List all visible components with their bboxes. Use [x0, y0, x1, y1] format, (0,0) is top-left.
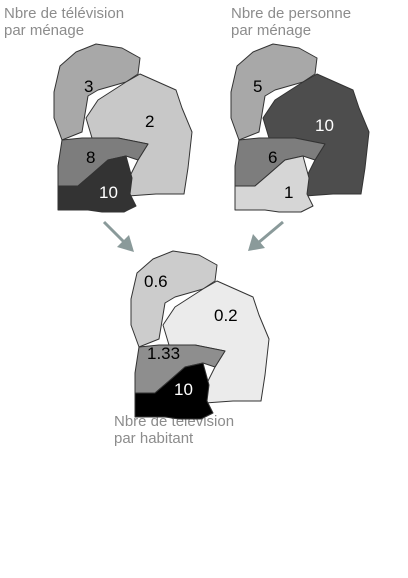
map1: 3 2 8 10 — [53, 43, 193, 213]
map3-value-b: 0.2 — [214, 306, 238, 325]
map2-value-a: 5 — [253, 77, 262, 96]
map3-region-b — [162, 280, 270, 404]
map1-caption: Nbre de télévision par ménage — [4, 5, 124, 39]
arrow-left-icon — [102, 220, 134, 252]
map1-value-c: 8 — [86, 148, 95, 167]
map2-value-c: 6 — [268, 148, 277, 167]
map2-value-d: 1 — [284, 183, 293, 202]
map3-value-d: 10 — [174, 380, 193, 399]
map3-caption-line2: par habitant — [114, 430, 194, 447]
map2: 5 10 6 1 — [230, 43, 370, 213]
map2-region-d — [234, 155, 314, 213]
map2-caption: Nbre de personne par ménage — [231, 5, 351, 39]
map1-value-a: 3 — [84, 77, 93, 96]
map1-region-a — [53, 43, 141, 141]
map1-caption-line2: par ménage — [4, 22, 85, 39]
map3-value-c: 1.33 — [147, 344, 180, 363]
map1-value-b: 2 — [145, 112, 154, 131]
arrows — [102, 220, 284, 252]
map2-region-b — [262, 73, 370, 197]
map1-region-d — [57, 155, 137, 213]
arrow-right-icon — [248, 220, 284, 251]
map2-region-a — [230, 43, 318, 141]
map2-value-b: 10 — [315, 116, 334, 135]
map1-caption-line1: Nbre de télévision — [4, 5, 125, 22]
map3: 0.6 0.2 1.33 10 — [130, 250, 270, 420]
map1-region-b — [85, 73, 193, 197]
map3-region-a — [130, 250, 218, 348]
map2-caption-line1: Nbre de personne — [231, 5, 352, 22]
map1-value-d: 10 — [99, 183, 118, 202]
map3-region-d — [134, 362, 214, 420]
map3-value-a: 0.6 — [144, 272, 168, 291]
map2-caption-line2: par ménage — [231, 22, 312, 39]
